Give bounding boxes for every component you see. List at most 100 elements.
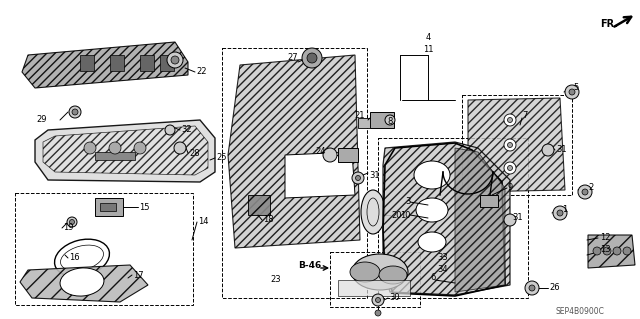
- Circle shape: [542, 144, 554, 156]
- Text: 18: 18: [263, 216, 274, 225]
- Circle shape: [70, 219, 74, 225]
- Bar: [95, 198, 123, 216]
- Circle shape: [174, 142, 186, 154]
- Circle shape: [352, 172, 364, 184]
- Text: 13: 13: [600, 246, 611, 255]
- Bar: [330, 252, 420, 307]
- Text: 27: 27: [287, 54, 298, 63]
- Text: 1: 1: [562, 205, 567, 214]
- Text: 15: 15: [139, 203, 150, 211]
- Polygon shape: [35, 120, 215, 182]
- Bar: [462, 95, 572, 195]
- Polygon shape: [588, 235, 635, 268]
- Text: 31: 31: [556, 145, 566, 154]
- Text: 3: 3: [406, 197, 411, 206]
- Circle shape: [307, 53, 317, 63]
- Circle shape: [504, 162, 516, 174]
- Ellipse shape: [416, 198, 448, 222]
- Text: 9: 9: [508, 183, 513, 192]
- Bar: [15, 193, 193, 305]
- Text: 12: 12: [600, 234, 611, 242]
- Circle shape: [553, 206, 567, 220]
- Circle shape: [171, 56, 179, 64]
- Circle shape: [72, 109, 78, 115]
- Circle shape: [565, 85, 579, 99]
- Circle shape: [165, 125, 175, 135]
- Polygon shape: [228, 55, 360, 248]
- Text: 17: 17: [133, 271, 143, 279]
- Bar: [95, 152, 135, 160]
- Ellipse shape: [60, 268, 104, 296]
- Text: 31: 31: [369, 170, 380, 180]
- Bar: [140, 55, 154, 71]
- Circle shape: [508, 166, 513, 170]
- Text: 26: 26: [549, 284, 559, 293]
- Polygon shape: [285, 152, 355, 198]
- Circle shape: [504, 139, 516, 151]
- Circle shape: [167, 52, 183, 68]
- Text: B-46: B-46: [298, 262, 321, 271]
- Text: 30: 30: [389, 293, 399, 302]
- Circle shape: [593, 247, 601, 255]
- Text: 22: 22: [196, 68, 207, 77]
- Circle shape: [557, 210, 563, 216]
- Circle shape: [385, 115, 395, 125]
- Text: 28: 28: [189, 149, 200, 158]
- Text: 31: 31: [512, 213, 523, 222]
- Text: 32: 32: [181, 125, 191, 135]
- Ellipse shape: [350, 262, 380, 282]
- Circle shape: [375, 310, 381, 316]
- Bar: [370, 112, 394, 128]
- Circle shape: [323, 148, 337, 162]
- Bar: [248, 195, 270, 215]
- Text: SEP4B0900C: SEP4B0900C: [556, 308, 605, 316]
- Ellipse shape: [361, 190, 385, 234]
- Circle shape: [613, 247, 621, 255]
- Circle shape: [69, 106, 81, 118]
- Bar: [222, 48, 367, 298]
- Text: 11: 11: [423, 46, 433, 55]
- Polygon shape: [468, 98, 565, 192]
- Text: 24: 24: [316, 147, 326, 157]
- Circle shape: [508, 117, 513, 122]
- Polygon shape: [383, 142, 510, 295]
- Circle shape: [525, 281, 539, 295]
- Ellipse shape: [379, 266, 407, 284]
- Text: 25: 25: [216, 153, 227, 162]
- Text: 20: 20: [391, 211, 401, 219]
- Circle shape: [67, 217, 77, 227]
- Circle shape: [529, 285, 535, 291]
- Circle shape: [134, 142, 146, 154]
- Bar: [338, 148, 358, 162]
- Bar: [338, 280, 410, 296]
- Polygon shape: [22, 42, 188, 88]
- Circle shape: [372, 294, 384, 306]
- Text: 34: 34: [437, 265, 447, 275]
- Circle shape: [504, 214, 516, 226]
- Circle shape: [376, 298, 381, 302]
- Circle shape: [109, 142, 121, 154]
- Text: 8: 8: [388, 117, 393, 127]
- Polygon shape: [20, 265, 148, 302]
- Circle shape: [504, 114, 516, 126]
- Circle shape: [582, 189, 588, 195]
- Text: 33: 33: [437, 254, 448, 263]
- Circle shape: [603, 247, 611, 255]
- Bar: [160, 55, 174, 71]
- Ellipse shape: [352, 254, 408, 290]
- Bar: [378, 138, 528, 298]
- Polygon shape: [455, 148, 505, 292]
- Circle shape: [623, 247, 631, 255]
- Text: 10: 10: [401, 211, 411, 219]
- Text: FR.: FR.: [600, 19, 618, 29]
- Bar: [110, 55, 124, 71]
- Circle shape: [569, 89, 575, 95]
- Bar: [480, 195, 498, 207]
- Circle shape: [578, 185, 592, 199]
- Ellipse shape: [414, 161, 450, 189]
- Bar: [100, 203, 116, 211]
- Bar: [358, 118, 370, 128]
- Text: 23: 23: [270, 276, 280, 285]
- Text: 16: 16: [69, 254, 79, 263]
- Circle shape: [508, 143, 513, 147]
